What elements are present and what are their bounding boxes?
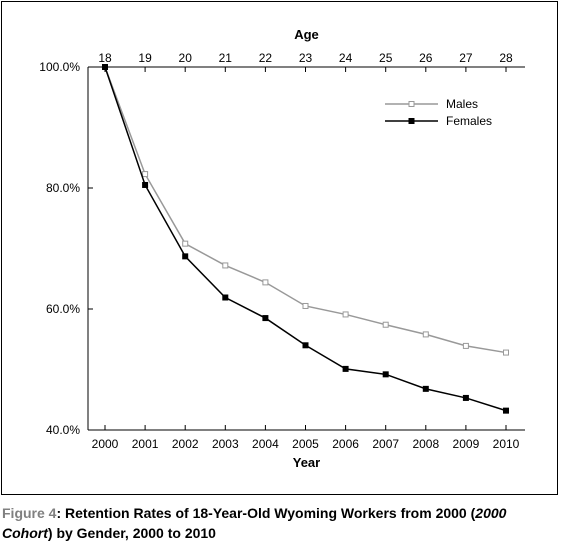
- top-x-tick-label: 20: [179, 51, 193, 65]
- data-point-females: [262, 315, 269, 322]
- top-x-tick-label: 22: [259, 51, 273, 65]
- top-x-tick-label: 27: [459, 51, 473, 65]
- legend-label-males: Males: [446, 97, 478, 111]
- axes: 40.0% 60.0% 80.0% 100.0% 2000 2001 2002 2003 200…: [39, 27, 525, 470]
- top-x-tick-label: 28: [499, 51, 513, 65]
- data-point-males: [462, 342, 469, 349]
- x-tick-label: 2008: [412, 437, 439, 451]
- data-point-males: [142, 171, 149, 178]
- x-tick-label: 2006: [332, 437, 359, 451]
- data-point-males: [382, 321, 389, 328]
- x-tick-label: 2003: [212, 437, 239, 451]
- data-point-males: [182, 240, 189, 247]
- x-tick-label: 2002: [172, 437, 199, 451]
- top-x-tick-label: 18: [98, 51, 112, 65]
- y-tick-label: 40.0%: [46, 423, 80, 437]
- data-point-males: [503, 349, 509, 356]
- caption-text-1: : Retention Rates of 18-Year-Old Wyoming…: [56, 505, 476, 521]
- top-x-tick-label: 25: [379, 51, 393, 65]
- x-tick-label: 2005: [292, 437, 319, 451]
- x-tick-label: 2001: [132, 437, 159, 451]
- x-tick-label: 2000: [92, 437, 119, 451]
- data-point-females: [342, 365, 349, 372]
- top-axis-title: Age: [294, 27, 319, 42]
- x-axis-title: Year: [293, 455, 320, 470]
- x-tick-label: 2010: [493, 437, 520, 451]
- y-tick-label: 80.0%: [46, 181, 80, 195]
- figure-label: Figure 4: [2, 505, 57, 521]
- plot-area: [102, 64, 509, 414]
- data-point-males: [262, 279, 269, 286]
- legend-label-females: Females: [446, 114, 492, 128]
- x-tick-label: 2007: [372, 437, 399, 451]
- x-tick-label: 2004: [252, 437, 279, 451]
- top-x-tick-label: 19: [138, 51, 152, 65]
- data-point-males: [222, 262, 229, 269]
- data-point-females: [462, 394, 469, 401]
- x-tick-label: 2009: [453, 437, 480, 451]
- data-point-females: [182, 253, 189, 260]
- legend-marker-males: [408, 101, 415, 107]
- top-x-tick-label: 24: [339, 51, 353, 65]
- y-tick-label: 60.0%: [46, 302, 80, 316]
- y-tick-label: 100.0%: [39, 60, 80, 74]
- chart-frame: [1, 1, 558, 495]
- data-point-males: [422, 331, 429, 338]
- legend-marker-females: [408, 118, 415, 124]
- caption-text-2: ) by Gender, 2000 to 2010: [47, 525, 216, 541]
- caption-text-italic: 2000 Cohort: [2, 505, 507, 541]
- top-x-tick-label: 23: [299, 51, 313, 65]
- data-point-females: [302, 342, 309, 349]
- legend: Males Females: [385, 97, 492, 128]
- data-point-females: [102, 64, 108, 70]
- data-point-females: [503, 407, 509, 414]
- data-point-females: [422, 385, 429, 392]
- data-point-females: [222, 294, 229, 301]
- top-x-tick-label: 26: [419, 51, 433, 65]
- data-point-females: [382, 371, 389, 378]
- data-point-females: [142, 181, 149, 188]
- figure-caption: Figure 4: Retention Rates of 18-Year-Old…: [2, 503, 557, 543]
- top-x-tick-label: 21: [219, 51, 233, 65]
- line-chart: 40.0% 60.0% 80.0% 100.0% 2000 2001 2002 2003 200…: [39, 27, 525, 470]
- data-point-males: [302, 302, 309, 309]
- data-point-males: [342, 311, 349, 318]
